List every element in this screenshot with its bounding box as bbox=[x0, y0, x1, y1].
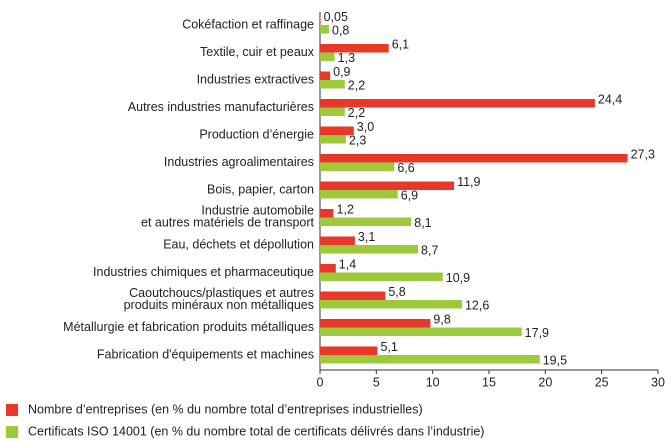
value-label: 0,9 bbox=[333, 65, 350, 79]
legend-label: Nombre d’entreprises (en % du nombre tot… bbox=[28, 402, 423, 416]
x-tick-label: 25 bbox=[595, 375, 609, 389]
value-label: 6,9 bbox=[401, 189, 418, 203]
category-label-line: et autres matériels de transport bbox=[141, 216, 315, 230]
value-label: 19,5 bbox=[543, 354, 567, 368]
value-label: 11,9 bbox=[457, 175, 480, 189]
category-label: Eau, déchets et dépollution bbox=[163, 237, 314, 251]
category-label: Industries chimiques et pharmaceutique bbox=[93, 265, 314, 279]
value-label: 8,7 bbox=[421, 244, 438, 258]
bar bbox=[320, 346, 378, 355]
category-label: Caoutchoucs/plastiques et autres produits… bbox=[124, 286, 314, 312]
bar bbox=[320, 319, 431, 328]
value-label: 1,4 bbox=[339, 258, 356, 272]
bar bbox=[320, 99, 595, 108]
value-label: 2,2 bbox=[348, 106, 365, 120]
bar bbox=[320, 209, 334, 218]
category-label: Bois, papier, carton bbox=[207, 182, 314, 196]
value-label: 0,8 bbox=[332, 24, 349, 38]
value-label: 6,1 bbox=[392, 38, 409, 52]
value-label: 24,4 bbox=[598, 93, 622, 107]
value-label: 0,05 bbox=[324, 10, 348, 24]
category-label-line: Caoutchoucs/plastiques et autres bbox=[129, 286, 314, 300]
category-label: Métallurgie et fabrication produits méta… bbox=[63, 320, 314, 334]
value-label: 5,1 bbox=[380, 340, 397, 354]
bar bbox=[320, 181, 455, 190]
value-label: 17,9 bbox=[525, 326, 549, 340]
x-tick-label: 5 bbox=[373, 375, 380, 389]
value-label: 12,6 bbox=[465, 299, 489, 313]
x-tick-label: 15 bbox=[482, 375, 496, 389]
value-label: 3,1 bbox=[358, 230, 375, 244]
bar bbox=[320, 71, 331, 80]
category-label-line: Industrie automobile bbox=[201, 204, 314, 218]
value-label: 8,1 bbox=[414, 216, 431, 230]
bar bbox=[320, 52, 335, 61]
bar bbox=[320, 126, 354, 135]
bar bbox=[320, 272, 443, 281]
bar bbox=[320, 217, 412, 226]
bar bbox=[320, 300, 462, 309]
value-label: 3,0 bbox=[357, 120, 374, 134]
bar bbox=[320, 327, 522, 336]
bar bbox=[320, 236, 355, 245]
legend-swatch bbox=[6, 404, 18, 416]
value-label: 2,3 bbox=[349, 134, 366, 148]
value-label: 1,3 bbox=[338, 51, 355, 65]
value-label: 9,8 bbox=[433, 313, 450, 327]
category-label: Industries agroalimentaires bbox=[164, 155, 314, 169]
value-label: 27,3 bbox=[631, 148, 655, 162]
bar bbox=[320, 135, 346, 144]
category-label: Fabrication d'équipements et machines bbox=[97, 347, 314, 361]
category-label: Cokéfaction et raffinage bbox=[182, 17, 314, 31]
bar bbox=[320, 245, 419, 254]
legend-label: Certificats ISO 14001 (en % du nombre to… bbox=[28, 424, 484, 438]
x-tick-label: 10 bbox=[426, 375, 440, 389]
bar bbox=[320, 291, 386, 300]
category-label: Textile, cuir et peaux bbox=[200, 45, 315, 59]
category-label: Industries extractives bbox=[197, 72, 314, 86]
value-label: 1,2 bbox=[337, 203, 354, 217]
value-label: 6,6 bbox=[397, 161, 414, 175]
bar bbox=[320, 154, 628, 163]
value-label: 10,9 bbox=[446, 271, 470, 285]
legend-swatch bbox=[6, 426, 18, 438]
category-label-line: produits minéraux non métalliques bbox=[124, 298, 314, 312]
bar bbox=[320, 190, 398, 199]
x-tick-label: 0 bbox=[317, 375, 324, 389]
x-tick-label: 30 bbox=[651, 375, 665, 389]
category-label: Production d’énergie bbox=[199, 127, 314, 141]
value-label: 2,2 bbox=[348, 79, 365, 93]
bar bbox=[320, 107, 345, 116]
bar bbox=[320, 355, 540, 364]
bar bbox=[320, 25, 330, 34]
bar bbox=[320, 44, 389, 53]
bar bbox=[320, 80, 345, 89]
value-label: 5,8 bbox=[388, 285, 405, 299]
bar bbox=[320, 16, 321, 25]
bar bbox=[320, 264, 336, 273]
bar bbox=[320, 162, 395, 171]
category-label: Autres industries manufacturières bbox=[128, 100, 314, 114]
category-label: Industrie automobile et autres matériels … bbox=[141, 204, 315, 230]
x-tick-label: 20 bbox=[538, 375, 552, 389]
